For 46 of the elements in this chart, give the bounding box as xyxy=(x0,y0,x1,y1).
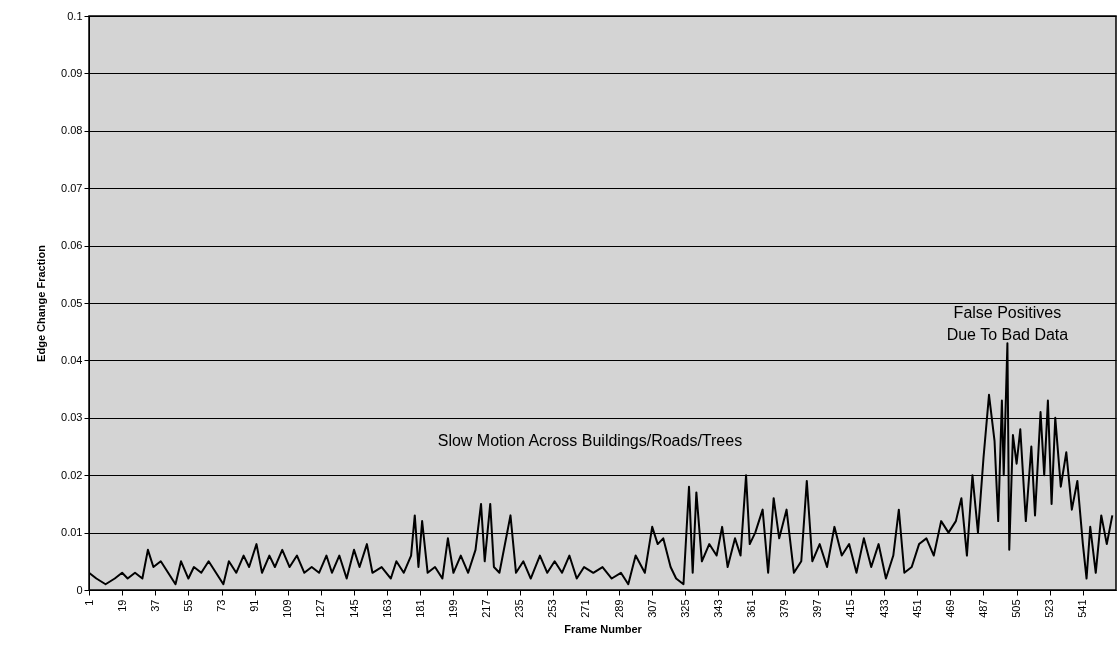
x-tick-label: 37 xyxy=(148,599,161,612)
x-tick-label: 19 xyxy=(115,599,128,612)
x-tick-label: 163 xyxy=(380,599,393,618)
x-tick-label: 397 xyxy=(811,599,824,618)
x-tick-label: 523 xyxy=(1043,599,1056,618)
x-tick-label: 253 xyxy=(546,599,559,618)
x-tick-label: 235 xyxy=(513,599,526,618)
y-axis-title: Edge Change Fraction xyxy=(35,244,48,362)
y-tick-label: 0.04 xyxy=(61,353,83,366)
x-tick-label: 73 xyxy=(215,599,228,612)
annotation: Slow Motion Across Buildings/Roads/Trees xyxy=(437,431,743,449)
x-tick-label: 181 xyxy=(413,599,426,618)
annotation: False Positives Due To Bad Data xyxy=(946,304,1069,344)
y-tick-label: 0.08 xyxy=(61,124,83,137)
x-tick-label: 199 xyxy=(446,599,459,618)
x-tick-label: 307 xyxy=(645,599,658,618)
y-tick-label: 0.01 xyxy=(61,526,83,539)
x-tick-label: 469 xyxy=(943,599,956,618)
y-tick-label: 0 xyxy=(76,583,83,596)
x-tick-label: 415 xyxy=(844,599,857,618)
y-tick-label: 0.06 xyxy=(61,239,83,252)
y-tick-label: 0.02 xyxy=(61,468,83,481)
x-tick-label: 271 xyxy=(579,599,592,618)
x-tick-label: 127 xyxy=(314,599,327,618)
x-tick-label: 91 xyxy=(248,599,261,612)
x-tick-label: 487 xyxy=(976,599,989,618)
y-tick-label: 0.05 xyxy=(61,296,83,309)
y-tick-label: 0.03 xyxy=(61,411,83,424)
x-tick-label: 145 xyxy=(347,599,360,618)
x-tick-label: 433 xyxy=(877,599,890,618)
y-tick-label: 0.07 xyxy=(61,181,83,194)
x-axis-title: Frame Number xyxy=(564,622,643,635)
x-tick-label: 217 xyxy=(480,599,493,618)
x-tick-label: 451 xyxy=(910,599,923,618)
y-tick-label: 0.1 xyxy=(67,9,83,22)
x-tick-label: 379 xyxy=(778,599,791,618)
x-tick-label: 505 xyxy=(1010,599,1023,618)
x-tick-label: 541 xyxy=(1076,599,1089,618)
x-tick-label: 325 xyxy=(678,599,691,618)
x-tick-label: 1 xyxy=(82,599,95,606)
x-tick-label: 343 xyxy=(711,599,724,618)
x-tick-label: 289 xyxy=(612,599,625,618)
y-tick-label: 0.09 xyxy=(61,66,83,79)
x-tick-label: 55 xyxy=(181,599,194,612)
x-tick-label: 361 xyxy=(745,599,758,618)
x-tick-label: 109 xyxy=(281,599,294,618)
